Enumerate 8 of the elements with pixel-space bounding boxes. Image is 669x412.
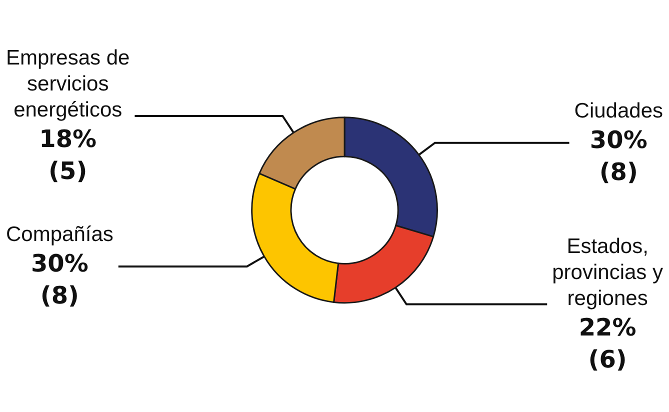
slice-label: Empresas de servicios energéticos: [6, 46, 130, 122]
data-label: 30% (8): [30, 249, 88, 310]
data-label: 18% (5): [39, 124, 97, 185]
slice-label: Ciudades: [574, 99, 664, 122]
slice-label: Compañías: [6, 222, 114, 246]
data-label: 30% (8): [590, 126, 648, 186]
data-label: 22% (6): [578, 313, 636, 374]
slice-label: Estados, provincias y regiones: [552, 234, 664, 310]
